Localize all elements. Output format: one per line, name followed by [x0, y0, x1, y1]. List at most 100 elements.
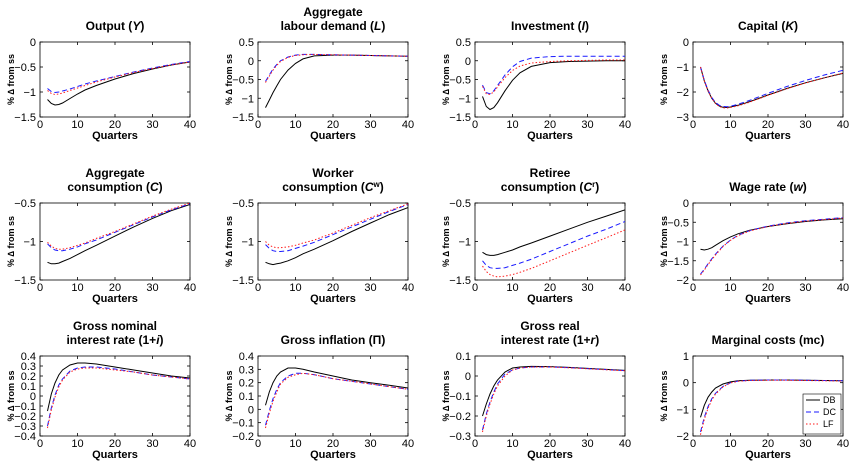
y-tick-label: −0.5 [449, 198, 471, 210]
y-tick-label: −0.1 [449, 391, 471, 403]
x-tick-label: 10 [71, 282, 83, 294]
y-tick-label: 0.4 [239, 351, 254, 363]
y-axis-label: % ∆ from ss [441, 370, 451, 421]
panel-title-part: consumption ( [282, 180, 365, 194]
x-axis-label: Quarters [310, 449, 356, 461]
y-tick-label: −1 [676, 237, 689, 249]
panel-title-part: ) [140, 19, 144, 33]
y-tick-label: −0.4 [14, 431, 36, 443]
x-tick-label: 40 [402, 119, 414, 131]
y-tick-label: −1 [458, 237, 471, 249]
panel-title-part: Y [132, 19, 141, 33]
y-tick-label: −1 [23, 237, 36, 249]
series-line-lf [265, 203, 408, 249]
y-tick-label: 0.5 [456, 37, 471, 49]
y-tick-label: −0.2 [449, 411, 471, 423]
y-tick-label: 0 [465, 56, 471, 68]
series-line-db [265, 54, 408, 108]
x-axis-label: Quarters [92, 449, 138, 461]
y-tick-label: 1 [683, 351, 689, 363]
x-tick-label: 20 [327, 282, 339, 294]
x-tick-label: 10 [506, 438, 518, 450]
x-tick-label: 30 [364, 282, 376, 294]
y-axis-label: % ∆ from ss [224, 216, 234, 267]
panel-title: interest rate (1+r) [501, 333, 599, 347]
x-tick-label: 20 [109, 282, 121, 294]
x-tick-label: 40 [619, 438, 631, 450]
panel-12: Marginal costs (mc) 0 10 20 30 40 −2 −1 0 1 Quarte… [659, 333, 849, 461]
panel-title: interest rate (1+i) [66, 333, 163, 347]
panel-title-part: ) [803, 180, 807, 194]
x-axis-label: Quarters [745, 130, 791, 142]
panel-1: Output (Y) 0 10 20 30 40 −1.5 −1 −0.5 0 Quarters % … [6, 19, 196, 142]
series-line-lf [700, 217, 843, 276]
series-line-db [47, 362, 190, 412]
x-tick-label: 40 [837, 119, 849, 131]
panel-10: Gross inflation (Π)0 10 20 30 40−0.2−0.100.1… [224, 333, 414, 461]
panel-title-part: r [592, 180, 595, 189]
panel-title: Output (Y) [86, 19, 145, 33]
panel-title: Gross real [520, 319, 579, 333]
y-tick-label: −1.5 [232, 112, 254, 124]
panel-title-part: ) [159, 180, 163, 194]
panel-title-part: Gross nominal [73, 319, 157, 333]
x-axis-label: Quarters [310, 130, 356, 142]
legend-label-lf: LF [823, 419, 834, 429]
x-axis-label: Quarters [527, 293, 573, 305]
y-tick-label: −1 [241, 237, 254, 249]
y-tick-label: 0 [248, 56, 254, 68]
x-tick-label: 20 [109, 119, 121, 131]
y-tick-label: −0.5 [232, 75, 254, 87]
x-tick-label: 40 [184, 282, 196, 294]
y-tick-label: 0.1 [456, 351, 471, 363]
panel-title-part: Marginal costs (mc) [712, 333, 825, 347]
x-tick-label: 0 [37, 119, 43, 131]
series-line-dc [47, 61, 190, 94]
y-tick-label: −0.5 [232, 198, 254, 210]
series-line-dc [265, 372, 408, 426]
y-tick-label: −2 [676, 87, 689, 99]
panel-title-part: ) [160, 333, 164, 347]
y-tick-label: 0 [683, 198, 689, 210]
x-tick-label: 0 [37, 438, 43, 450]
y-tick-label: 0 [465, 371, 471, 383]
panel-title-part: ) [585, 19, 589, 33]
series-line-lf [482, 59, 625, 96]
x-axis-label: Quarters [745, 293, 791, 305]
y-tick-label: −1 [676, 404, 689, 416]
y-tick-label: −1 [458, 93, 471, 105]
panel-title-part: ) [380, 180, 384, 194]
panel-title-part: Gross inflation (Π) [281, 333, 386, 347]
panel-title-part: labour demand ( [281, 19, 374, 33]
x-tick-label: 40 [402, 438, 414, 450]
y-tick-label: −0.2 [14, 411, 36, 423]
plot-frame [257, 202, 409, 281]
x-axis-label: Quarters [745, 449, 791, 461]
panel-title-part: C [583, 180, 592, 194]
series-line-lf [47, 367, 190, 429]
y-tick-label: −1.5 [14, 275, 36, 287]
panel-title: Retiree [530, 166, 571, 180]
x-axis-label: Quarters [92, 130, 138, 142]
panel-title-part: I [582, 19, 586, 33]
series-line-lf [265, 372, 408, 429]
panel-title-part: K [785, 19, 795, 33]
legend: DB DC LF [802, 393, 842, 435]
panel-title-part: w [793, 180, 803, 194]
x-tick-label: 20 [544, 282, 556, 294]
series-line-db [700, 218, 843, 251]
x-tick-label: 20 [762, 282, 774, 294]
x-tick-label: 30 [581, 282, 593, 294]
x-tick-label: 0 [255, 438, 261, 450]
x-tick-label: 10 [289, 438, 301, 450]
series-line-dc [700, 379, 843, 433]
x-tick-label: 20 [544, 119, 556, 131]
series-line-db [482, 209, 625, 256]
x-tick-label: 0 [472, 282, 478, 294]
y-tick-label: −0.1 [232, 418, 254, 430]
panel-title-part: Output ( [86, 19, 133, 33]
panel-title-part: ) [381, 19, 385, 33]
x-tick-label: 20 [762, 438, 774, 450]
